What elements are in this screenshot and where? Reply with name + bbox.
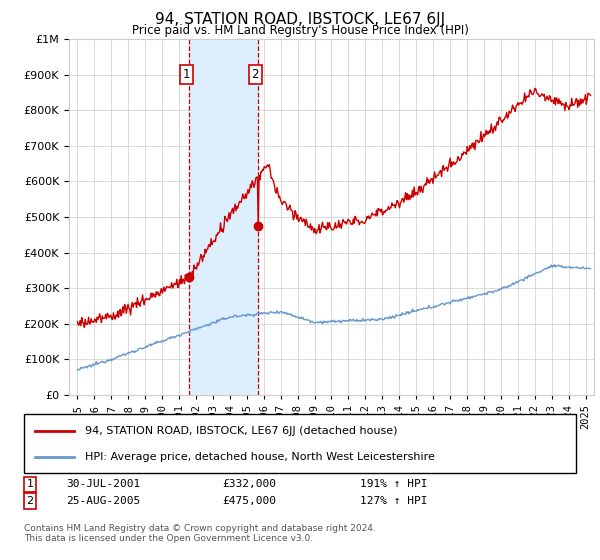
Text: £475,000: £475,000	[222, 496, 276, 506]
Bar	[189, 39, 258, 395]
Text: 191% ↑ HPI: 191% ↑ HPI	[360, 479, 427, 489]
Text: 127% ↑ HPI: 127% ↑ HPI	[360, 496, 427, 506]
Text: 1: 1	[182, 68, 190, 81]
Text: £332,000: £332,000	[222, 479, 276, 489]
Text: 25-AUG-2005: 25-AUG-2005	[66, 496, 140, 506]
Text: 94, STATION ROAD, IBSTOCK, LE67 6JJ (detached house): 94, STATION ROAD, IBSTOCK, LE67 6JJ (det…	[85, 426, 397, 436]
Text: 2: 2	[26, 496, 34, 506]
Text: 94, STATION ROAD, IBSTOCK, LE67 6JJ: 94, STATION ROAD, IBSTOCK, LE67 6JJ	[155, 12, 445, 27]
Text: 1: 1	[26, 479, 34, 489]
FancyBboxPatch shape	[24, 414, 576, 473]
Text: Contains HM Land Registry data © Crown copyright and database right 2024.
This d: Contains HM Land Registry data © Crown c…	[24, 524, 376, 543]
Text: HPI: Average price, detached house, North West Leicestershire: HPI: Average price, detached house, Nort…	[85, 452, 434, 462]
Text: 2: 2	[251, 68, 259, 81]
Text: Price paid vs. HM Land Registry's House Price Index (HPI): Price paid vs. HM Land Registry's House …	[131, 24, 469, 36]
Text: 30-JUL-2001: 30-JUL-2001	[66, 479, 140, 489]
